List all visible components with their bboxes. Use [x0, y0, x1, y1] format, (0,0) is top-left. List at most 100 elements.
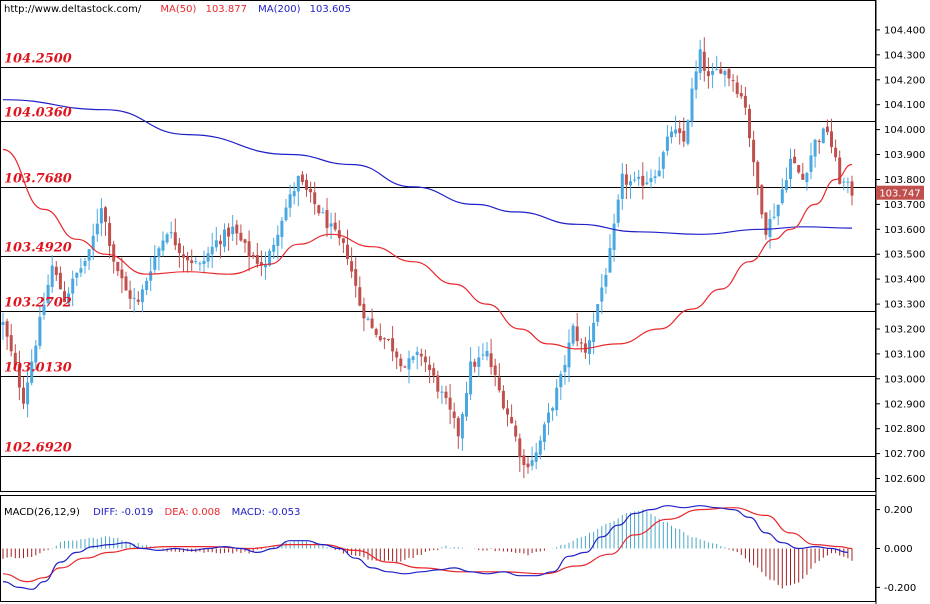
candle-body-118	[485, 350, 489, 357]
candle-body-176	[723, 70, 727, 75]
candle-body-140	[575, 326, 579, 342]
ma50-value: 103.877	[206, 4, 247, 15]
candle-body-177	[727, 69, 731, 79]
price-tick-label-12: 103.200	[884, 325, 925, 336]
candle-body-129	[530, 460, 534, 466]
candle-body-5	[22, 387, 25, 404]
level-label-1: 104.0360	[4, 106, 72, 121]
macd-diff-value: -0.019	[121, 507, 153, 518]
candle-body-103	[423, 356, 427, 363]
ma200-value: 103.605	[310, 4, 351, 15]
candle-body-32	[132, 297, 136, 299]
candle-body-203	[834, 147, 838, 158]
candle-body-11	[46, 284, 50, 304]
candle-body-39	[161, 240, 165, 251]
candle-body-19	[79, 268, 83, 273]
candle-body-104	[428, 364, 432, 371]
candle-body-27	[112, 244, 116, 262]
macd-diff-label: DIFF:	[93, 507, 118, 518]
candle-body-138	[567, 342, 571, 368]
candle-body-125	[514, 425, 518, 437]
macd-tick-label-2: -0.200	[884, 583, 916, 594]
candle-body-146	[600, 287, 604, 302]
candle-body-196	[805, 173, 809, 182]
candle-body-181	[743, 95, 747, 108]
svg-text:http://www.deltastock.com/: http://www.deltastock.com/ MA(50) 103.87…	[4, 4, 351, 15]
candlesticks	[1, 37, 854, 479]
macd-hist-label: MACD:	[232, 507, 265, 518]
candle-body-20	[83, 261, 87, 266]
candle-body-15	[63, 291, 66, 303]
candle-body-87	[358, 287, 362, 306]
candle-body-0	[1, 322, 5, 325]
candle-body-14	[58, 272, 62, 290]
candle-body-36	[149, 271, 153, 281]
price-tick-label-16: 102.800	[884, 424, 925, 435]
candle-body-89	[366, 318, 370, 320]
candle-body-171	[702, 51, 706, 71]
macd-axis: 0.200 0.000 -0.200	[876, 505, 916, 594]
candle-body-180	[739, 93, 743, 97]
candle-body-114	[469, 361, 473, 395]
candle-body-33	[136, 299, 140, 302]
candle-body-6	[26, 382, 30, 405]
candle-body-110	[452, 411, 456, 418]
candle-body-145	[596, 304, 600, 322]
candle-body-69	[284, 207, 288, 221]
candle-body-124	[510, 417, 514, 424]
price-tick-label-14: 103.000	[884, 374, 925, 385]
candle-body-8	[34, 345, 38, 363]
level-labels: 104.2500 104.0360 103.7680 103.4920 103.2702…	[4, 52, 72, 456]
price-axis: 104.400 104.300 104.200 104.100 104.000 103.9…	[876, 25, 925, 485]
candle-body-160	[657, 170, 661, 177]
candle-body-59	[243, 239, 247, 243]
candle-body-179	[735, 82, 739, 94]
candle-body-131	[538, 440, 542, 455]
candle-body-81	[333, 222, 337, 230]
level-label-0: 104.2500	[4, 52, 72, 67]
candle-body-183	[752, 139, 756, 163]
price-tick-label-10: 103.400	[884, 275, 925, 286]
candle-body-200	[821, 128, 825, 144]
candle-body-22	[91, 235, 95, 250]
candle-body-153	[629, 181, 632, 186]
candle-body-148	[608, 248, 612, 273]
candle-body-194	[797, 165, 801, 173]
macd-diff-line	[2, 505, 848, 590]
candle-body-71	[292, 191, 296, 197]
candle-body-155	[637, 176, 641, 179]
candle-body-88	[362, 303, 366, 319]
candle-body-184	[756, 161, 760, 188]
candle-body-198	[813, 139, 817, 157]
candle-body-174	[715, 69, 719, 71]
candle-body-30	[124, 276, 128, 291]
candle-body-161	[661, 152, 665, 169]
macd-name: MACD(26,12,9)	[4, 507, 80, 518]
candle-body-204	[838, 157, 842, 184]
candle-body-197	[809, 155, 813, 172]
candle-body-123	[506, 408, 509, 415]
candle-body-31	[128, 290, 132, 299]
macd-dea-value: 0.008	[192, 507, 221, 518]
candle-body-56	[231, 226, 235, 235]
candle-body-80	[329, 223, 333, 227]
candle-body-121	[497, 377, 501, 391]
candle-body-2	[9, 335, 13, 352]
candle-body-130	[534, 452, 538, 462]
candle-body-170	[698, 49, 702, 73]
candle-body-28	[116, 261, 120, 272]
svg-text:MACD(26,12,9) DIFF:: MACD(26,12,9) DIFF: -0.019 DEA: 0.008 MA…	[4, 507, 300, 518]
candle-body-78	[321, 212, 325, 214]
candle-body-95	[391, 338, 395, 352]
candle-body-48	[198, 263, 202, 265]
moving-averages	[2, 99, 853, 350]
price-tick-label-4: 104.000	[884, 125, 925, 136]
candle-body-172	[706, 71, 710, 77]
candle-body-152	[624, 174, 628, 185]
candle-body-207	[850, 181, 854, 196]
candle-body-10	[42, 304, 46, 315]
candle-body-132	[542, 424, 546, 442]
candle-body-3	[13, 352, 17, 366]
candle-body-199	[817, 140, 821, 142]
